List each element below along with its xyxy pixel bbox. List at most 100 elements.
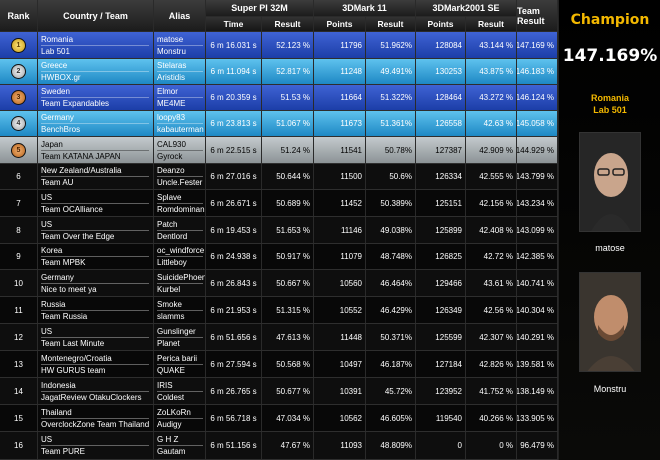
superpi-result-cell: 51.315 % — [262, 297, 314, 323]
mark2001-points-cell: 127184 — [416, 351, 466, 377]
mark2001-points-cell: 126349 — [416, 297, 466, 323]
rank-cell: 16 — [0, 432, 38, 459]
team-result-cell: 143.799 % — [517, 164, 558, 189]
alias-primary: Gunslinger — [157, 326, 204, 338]
rank-cell: 3 — [0, 85, 38, 110]
superpi-time-cell: 6 m 51.156 s — [206, 432, 262, 459]
table-row: 14 Indonesia JagatReview OtakuClockers IRIS… — [0, 378, 558, 405]
member-photo-1 — [579, 132, 641, 232]
team-text: HWBOX.gr — [41, 73, 81, 82]
alias-secondary: Aristidis — [157, 73, 186, 82]
team-result-cell: 143.234 % — [517, 190, 558, 216]
superpi-result-cell: 52.123 % — [262, 32, 314, 58]
team-text: OverclockZone Team Thailand — [41, 419, 150, 429]
champion-panel: Champion 147.169% Romania Lab 501 matose… — [558, 0, 660, 460]
superpi-result-cell: 47.67 % — [262, 432, 314, 459]
alias-secondary: Uncle.Fester — [157, 178, 203, 187]
alias-secondary: slamms — [157, 311, 185, 321]
mark2001-points-cell: 125899 — [416, 217, 466, 243]
alias-cell: SuicidePhoenixKurbel — [154, 270, 206, 296]
country-text: New Zealand/Australia — [41, 165, 149, 177]
country-text: Korea — [41, 245, 149, 257]
country-team-cell: Romania Lab 501 — [38, 32, 154, 58]
rank-cell: 4 — [0, 111, 38, 136]
alias-cell: Elmor ME4ME — [154, 85, 206, 110]
superpi-time-cell: 6 m 22.515 s — [206, 137, 262, 163]
team-result-cell: 142.385 % — [517, 244, 558, 269]
mark2001-result-cell: 42.307 % — [466, 324, 517, 350]
rank-cell: 2 — [0, 59, 38, 84]
alias-secondary: Coldest — [157, 392, 185, 402]
team-text: Team Last Minute — [41, 338, 105, 348]
mark11-points-cell: 11146 — [314, 217, 366, 243]
alias-cell: Gunslinger Planet — [154, 324, 206, 350]
header-rank: Rank — [0, 0, 38, 32]
superpi-time-cell: 6 m 11.094 s — [206, 59, 262, 84]
team-text: Team OCAlliance — [41, 204, 103, 214]
superpi-result-cell: 51.067 % — [262, 111, 314, 136]
country-team-cell: Japan Team KATANA JAPAN — [38, 137, 154, 163]
mark11-points-cell: 11452 — [314, 190, 366, 216]
alias-primary: loopy83 — [157, 112, 204, 124]
team-result-cell: 140.291 % — [517, 324, 558, 350]
alias-secondary: Dentlord — [157, 231, 188, 241]
mark11-result-cell: 51.962% — [366, 32, 416, 58]
superpi-result-cell: 50.917 % — [262, 244, 314, 269]
mark11-result-cell: 49.038% — [366, 217, 416, 243]
mark2001-points-cell: 130253 — [416, 59, 466, 84]
mark2001-result-cell: 42.555 % — [466, 164, 517, 189]
portrait-icon — [580, 133, 640, 231]
country-text: Romania — [41, 34, 149, 46]
team-text: Team KATANA JAPAN — [41, 151, 121, 161]
mark2001-result-cell: 43.875 % — [466, 59, 517, 84]
mark2001-result-cell: 42.156 % — [466, 190, 517, 216]
country-text: US — [41, 219, 149, 231]
team-text: Team MPBK — [41, 258, 86, 267]
mark2001-result-cell: 43.61 % — [466, 270, 517, 296]
country-text: Greece — [41, 60, 149, 72]
champion-title: Champion — [570, 12, 650, 28]
rank-cell: 5 — [0, 137, 38, 163]
alias-primary: Smoke — [157, 299, 204, 311]
team-result-cell: 147.169 % — [517, 32, 558, 58]
superpi-result-cell: 50.644 % — [262, 164, 314, 189]
superpi-time-cell: 6 m 26.843 s — [206, 270, 262, 296]
superpi-result-cell: 51.653 % — [262, 217, 314, 243]
header-time: Time — [206, 17, 262, 32]
mark11-points-cell: 11796 — [314, 32, 366, 58]
table-header-sub: Time Result Points Result Points Result — [0, 17, 558, 32]
mark2001-points-cell: 119540 — [416, 405, 466, 431]
mark11-points-cell: 11664 — [314, 85, 366, 110]
mark11-result-cell: 46.464% — [366, 270, 416, 296]
rank-cell: 1 — [0, 32, 38, 58]
superpi-result-cell: 50.677 % — [262, 378, 314, 404]
superpi-result-cell: 52.817 % — [262, 59, 314, 84]
mark11-points-cell: 10562 — [314, 405, 366, 431]
team-text: Nice to meet ya — [41, 284, 97, 294]
mark2001-result-cell: 42.408 % — [466, 217, 517, 243]
portrait-icon — [580, 273, 640, 371]
superpi-time-cell: 6 m 21.953 s — [206, 297, 262, 323]
alias-primary: ZoLKoRn — [157, 407, 204, 419]
superpi-time-cell: 6 m 51.656 s — [206, 324, 262, 350]
country-text: US — [41, 192, 149, 204]
team-result-cell: 144.929 % — [517, 137, 558, 163]
alias-primary: CAL930 — [157, 139, 204, 151]
mark2001-result-cell: 41.752 % — [466, 378, 517, 404]
table-row: 2 Greece HWBOX.gr Stelaras Aristidis 6 m 11.0… — [0, 59, 558, 85]
table-row: 13 Montenegro/Croatia HW GURUS team Perica … — [0, 351, 558, 378]
table-row: 12 US Team Last Minute Gunslinger Planet 6 m … — [0, 324, 558, 351]
alias-primary: Elmor — [157, 86, 204, 98]
country-team-cell: Germany BenchBros — [38, 111, 154, 136]
table-row: 1 Romania Lab 501 matose Monstru 6 m 16.031 s… — [0, 32, 558, 59]
header-3dmark2001: 3DMark2001 SE — [416, 0, 517, 17]
superpi-time-cell: 6 m 19.453 s — [206, 217, 262, 243]
mark11-result-cell: 48.809% — [366, 432, 416, 459]
mark11-result-cell: 51.361% — [366, 111, 416, 136]
table-row: 15 Thailand OverclockZone Team Thailand ZoL… — [0, 405, 558, 432]
mark11-points-cell: 11500 — [314, 164, 366, 189]
table-row: 3 Sweden Team Expandables Elmor ME4ME 6 m 20.… — [0, 85, 558, 111]
country-text: Germany — [41, 272, 149, 284]
rank-cell: 13 — [0, 351, 38, 377]
mark11-result-cell: 51.322% — [366, 85, 416, 110]
